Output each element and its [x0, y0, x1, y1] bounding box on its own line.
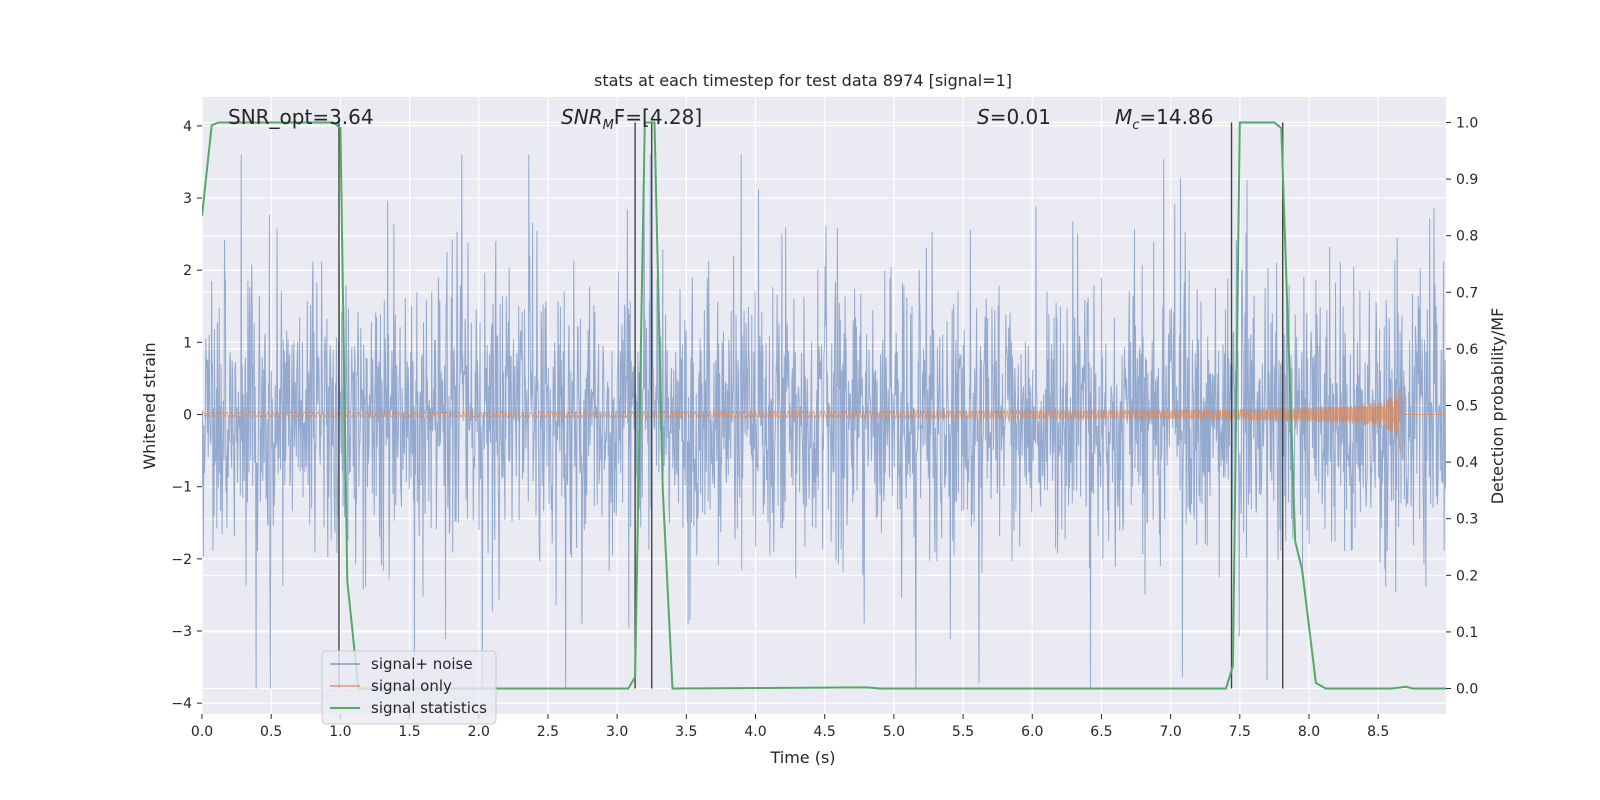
x-tick-label: 5.0 — [883, 724, 905, 740]
y-right-tick-label: 0.3 — [1456, 512, 1478, 528]
series-signal-plus-noise — [202, 154, 1446, 689]
x-tick-label: 8.5 — [1367, 724, 1389, 740]
y-axis-right-ticks: 0.0 0.1 0.2 0.3 0.4 0.5 0.6 0.7 0.8 0.9 1.0 — [1446, 115, 1478, 698]
legend-label-signal-statistics: signal statistics — [371, 699, 487, 717]
annotation-s: S=0.01 — [977, 105, 1051, 129]
x-tick-label: 1.5 — [398, 724, 420, 740]
annotation-mc-base: M — [1115, 105, 1132, 129]
legend-label-signal-only: signal only — [371, 677, 452, 695]
y-axis-left-label: Whitened strain — [140, 342, 159, 469]
y-axis-left-ticks: −4 −3 −2 −1 0 1 2 3 4 — [171, 119, 202, 712]
vertical-markers — [338, 122, 1284, 689]
y-left-tick-label: −3 — [171, 624, 192, 640]
series-signal-statistics — [202, 121, 1446, 690]
legend-box — [321, 650, 497, 725]
y-right-tick-label: 0.0 — [1456, 682, 1478, 698]
y-left-tick-label: 3 — [183, 191, 192, 207]
x-tick-label: 0.5 — [260, 724, 282, 740]
x-tick-label: 4.5 — [814, 724, 836, 740]
y-left-tick-label: −1 — [171, 480, 192, 496]
annotation-snr-opt: SNR_opt=3.64 — [228, 105, 374, 129]
x-axis-label: Time (s) — [769, 748, 835, 767]
x-tick-label: 1.0 — [329, 724, 351, 740]
annotation-snr-mf-sub: M — [603, 118, 614, 133]
y-left-tick-label: −4 — [171, 696, 192, 712]
annotation-mc-rest: =14.86 — [1139, 105, 1213, 129]
y-left-tick-label: 0 — [183, 408, 192, 424]
legend-label-signal-plus-noise: signal+ noise — [371, 655, 473, 673]
y-right-tick-label: 0.7 — [1456, 285, 1478, 301]
chart-title: stats at each timestep for test data 897… — [594, 71, 1012, 90]
y-right-tick-label: 0.4 — [1456, 455, 1478, 471]
annotation-snr-mf: SNRMF=[4.28] — [561, 105, 702, 133]
x-tick-label: 0.0 — [191, 724, 213, 740]
y-left-tick-label: −2 — [171, 552, 192, 568]
x-tick-label: 4.0 — [744, 724, 766, 740]
signal-plus-noise-line — [202, 154, 1446, 689]
x-tick-label: 2.0 — [468, 724, 490, 740]
annotation-s-rest: =0.01 — [990, 105, 1051, 129]
x-tick-label: 6.5 — [1090, 724, 1112, 740]
y-left-tick-label: 1 — [183, 335, 192, 351]
x-tick-label: 5.5 — [952, 724, 974, 740]
annotation-mc-sub: c — [1132, 118, 1139, 133]
y-left-tick-label: 4 — [183, 119, 192, 135]
signal-statistics-line — [202, 121, 1446, 690]
y-right-tick-label: 0.9 — [1456, 172, 1478, 188]
x-tick-label: 7.5 — [1229, 724, 1251, 740]
y-right-tick-label: 0.1 — [1456, 625, 1478, 641]
y-right-tick-label: 0.2 — [1456, 568, 1478, 584]
y-right-tick-label: 1.0 — [1456, 115, 1478, 131]
annotation-snr-mf-base: SNR — [561, 105, 603, 129]
x-tick-label: 6.0 — [1021, 724, 1043, 740]
annotation-snr-mf-rest: F=[4.28] — [614, 105, 702, 129]
y-left-tick-label: 2 — [183, 263, 192, 279]
signal-only-line — [202, 377, 1446, 454]
y-right-tick-label: 0.5 — [1456, 399, 1478, 415]
legend: signal+ noise signal only signal statist… — [321, 650, 497, 725]
annotation-mc: Mc=14.86 — [1115, 105, 1213, 133]
x-tick-label: 3.5 — [675, 724, 697, 740]
x-tick-label: 7.0 — [1159, 724, 1181, 740]
series-signal-only — [202, 377, 1446, 454]
y-right-tick-label: 0.8 — [1456, 229, 1478, 245]
x-axis-ticks: 0.0 0.5 1.0 1.5 2.0 2.5 3.0 3.5 4.0 4.5 5.0 5.5 6.0 6… — [191, 714, 1389, 740]
annotation-s-base: S — [977, 105, 990, 129]
y-right-tick-label: 0.6 — [1456, 342, 1478, 358]
x-tick-label: 8.0 — [1298, 724, 1320, 740]
x-tick-label: 3.0 — [606, 724, 628, 740]
y-axis-right-label: Detection probability/MF — [1488, 308, 1507, 505]
x-tick-label: 2.5 — [537, 724, 559, 740]
